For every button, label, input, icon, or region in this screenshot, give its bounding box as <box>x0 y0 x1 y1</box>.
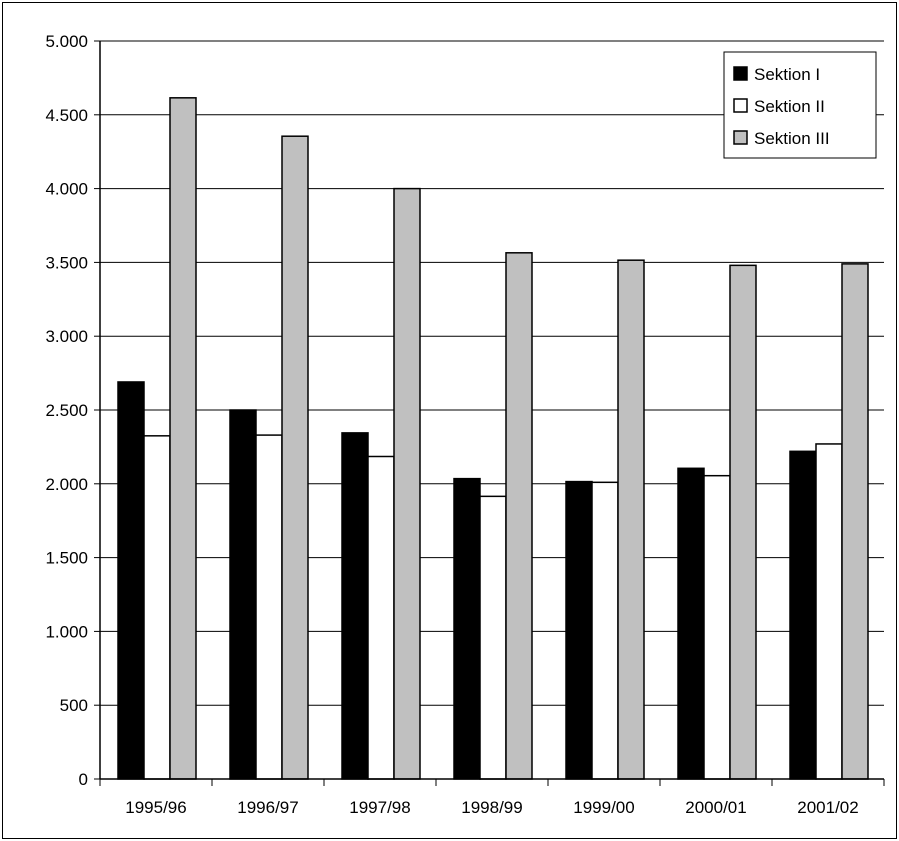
y-tick-label: 0 <box>79 770 88 789</box>
bar-sektion-ii-2000-01 <box>703 474 731 780</box>
y-tick-label: 500 <box>60 696 88 715</box>
x-tick-label: 1995/96 <box>125 798 186 817</box>
legend-label: Sektion III <box>754 129 830 148</box>
bar-sektion-iii-2001-02 <box>841 263 869 780</box>
y-tick-label: 2.500 <box>45 401 88 420</box>
bar-sektion-ii-1999-00 <box>591 481 619 780</box>
bar-sektion-i-1996-97 <box>229 409 257 780</box>
legend-label: Sektion I <box>754 65 820 84</box>
x-tick-label: 1996/97 <box>237 798 298 817</box>
bar-sektion-iii-1999-00 <box>617 259 645 780</box>
bar-sektion-i-2001-02 <box>789 450 817 780</box>
bar-sektion-ii-1995-96 <box>143 435 171 780</box>
bar-sektion-ii-1998-99 <box>479 495 507 780</box>
bar-sektion-i-1995-96 <box>117 381 145 780</box>
bar-sektion-i-1999-00 <box>565 480 593 780</box>
bar-sektion-iii-1997-98 <box>393 187 421 780</box>
bar-sektion-ii-2001-02 <box>815 443 843 780</box>
legend-label: Sektion II <box>754 97 825 116</box>
bar-sektion-i-1997-98 <box>341 432 369 780</box>
legend-swatch <box>733 98 748 113</box>
y-tick-label: 5.000 <box>45 32 88 51</box>
bar-sektion-i-1998-99 <box>453 477 481 780</box>
bar-sektion-ii-1997-98 <box>367 455 395 780</box>
x-tick-label: 1998/99 <box>461 798 522 817</box>
bar-sektion-ii-1996-97 <box>255 434 283 780</box>
legend-swatch <box>733 66 748 81</box>
legend <box>723 51 877 159</box>
bar-sektion-iii-1998-99 <box>505 252 533 780</box>
bar-sektion-iii-2000-01 <box>729 264 757 780</box>
y-tick-label: 4.000 <box>45 180 88 199</box>
y-tick-label: 2.000 <box>45 475 88 494</box>
y-tick-label: 1.000 <box>45 622 88 641</box>
legend-swatch <box>733 130 748 145</box>
x-tick-label: 1997/98 <box>349 798 410 817</box>
bar-sektion-iii-1996-97 <box>281 135 309 780</box>
y-tick-label: 1.500 <box>45 549 88 568</box>
bar-sektion-iii-1995-96 <box>169 97 197 780</box>
y-tick-label: 3.500 <box>45 253 88 272</box>
x-tick-label: 2000/01 <box>685 798 746 817</box>
y-tick-label: 4.500 <box>45 106 88 125</box>
x-tick-label: 2001/02 <box>797 798 858 817</box>
bar-sektion-i-2000-01 <box>677 467 705 780</box>
x-tick-label: 1999/00 <box>573 798 634 817</box>
y-tick-label: 3.000 <box>45 327 88 346</box>
